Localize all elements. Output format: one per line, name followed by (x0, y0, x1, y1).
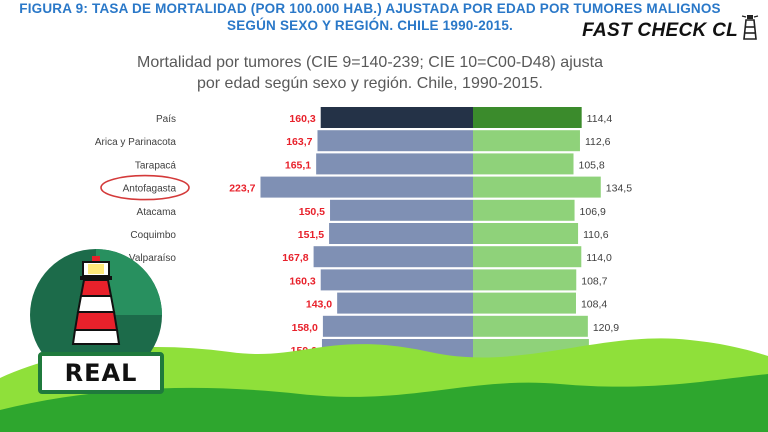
bar-female (473, 269, 577, 291)
data-label-male: 167,8 (282, 252, 308, 264)
chart-title-line-2: por edad según sexo y región. Chile, 199… (196, 75, 543, 92)
data-label-male: 158,0 (292, 322, 318, 334)
chart-title: Mortalidad por tumores (CIE 9=140-239; C… (100, 52, 640, 94)
bar-male (329, 223, 473, 244)
category-label: Coquimbo (130, 230, 176, 241)
data-label-male: 160,3 (289, 113, 315, 125)
bar-female (473, 176, 601, 198)
hill-dark (0, 374, 768, 432)
data-label-female: 120,9 (593, 322, 619, 334)
category-label: Valparaíso (129, 253, 177, 264)
bar-male (260, 176, 473, 198)
data-label-female: 108,7 (581, 275, 607, 287)
data-label-female: 108,4 (581, 299, 607, 311)
data-label-female: 112,6 (585, 136, 611, 148)
bar-female (473, 292, 576, 314)
category-label: Arica y Parinacota (95, 137, 177, 148)
category-label: Antofagasta (123, 184, 177, 195)
data-label-female: 114,4 (587, 113, 613, 125)
bar-male (330, 199, 473, 221)
category-label: Tarapacá (135, 160, 177, 171)
data-label-male: 150,5 (299, 206, 325, 218)
bar-male (313, 246, 473, 268)
bar-male (337, 292, 473, 314)
annotation-circle (100, 174, 190, 201)
brand-logo-text: FAST CHECK CL (582, 20, 738, 41)
bar-female (473, 153, 574, 175)
data-label-male: 143,0 (306, 299, 332, 311)
data-label-female: 134,5 (606, 183, 632, 195)
data-label-male: 223,7 (229, 183, 255, 195)
data-label-female: 105,8 (579, 159, 605, 171)
data-label-male: 160,3 (289, 275, 315, 287)
verdict-badge: REAL (38, 352, 164, 394)
bar-male (322, 315, 473, 337)
data-label-male: 151,5 (298, 229, 324, 241)
bar-male (316, 153, 473, 175)
chart-title-line-1: Mortalidad por tumores (CIE 9=140-239; C… (136, 54, 603, 71)
category-label: Atacama (137, 207, 177, 218)
data-label-male: 163,7 (286, 136, 312, 148)
data-label-female: 106,9 (580, 206, 606, 218)
bar-male (320, 269, 473, 291)
badge-circle-shade (96, 249, 162, 315)
bar-female (473, 130, 580, 152)
bar-female (473, 315, 588, 337)
bar-female (473, 199, 575, 221)
figure-title-line-1: FIGURA 9: TASA DE MORTALIDAD (POR 100.00… (19, 1, 721, 16)
lighthouse-icon (71, 256, 121, 345)
bar-female (473, 223, 579, 244)
bar-male (317, 130, 473, 152)
data-label-female: 114,0 (586, 252, 612, 264)
data-label-female: 110,6 (583, 229, 609, 241)
figure-title-line-2: SEGÚN SEXO Y REGIÓN. CHILE 1990-2015. (226, 18, 513, 33)
category-label: País (156, 114, 176, 125)
bar-female (473, 246, 582, 268)
data-label-male: 165,1 (285, 159, 311, 171)
lighthouse-icon (741, 15, 759, 40)
bar-male (320, 107, 473, 128)
bar-female (473, 107, 582, 128)
figure-title: FIGURA 9: TASA DE MORTALIDAD (POR 100.00… (0, 0, 740, 34)
